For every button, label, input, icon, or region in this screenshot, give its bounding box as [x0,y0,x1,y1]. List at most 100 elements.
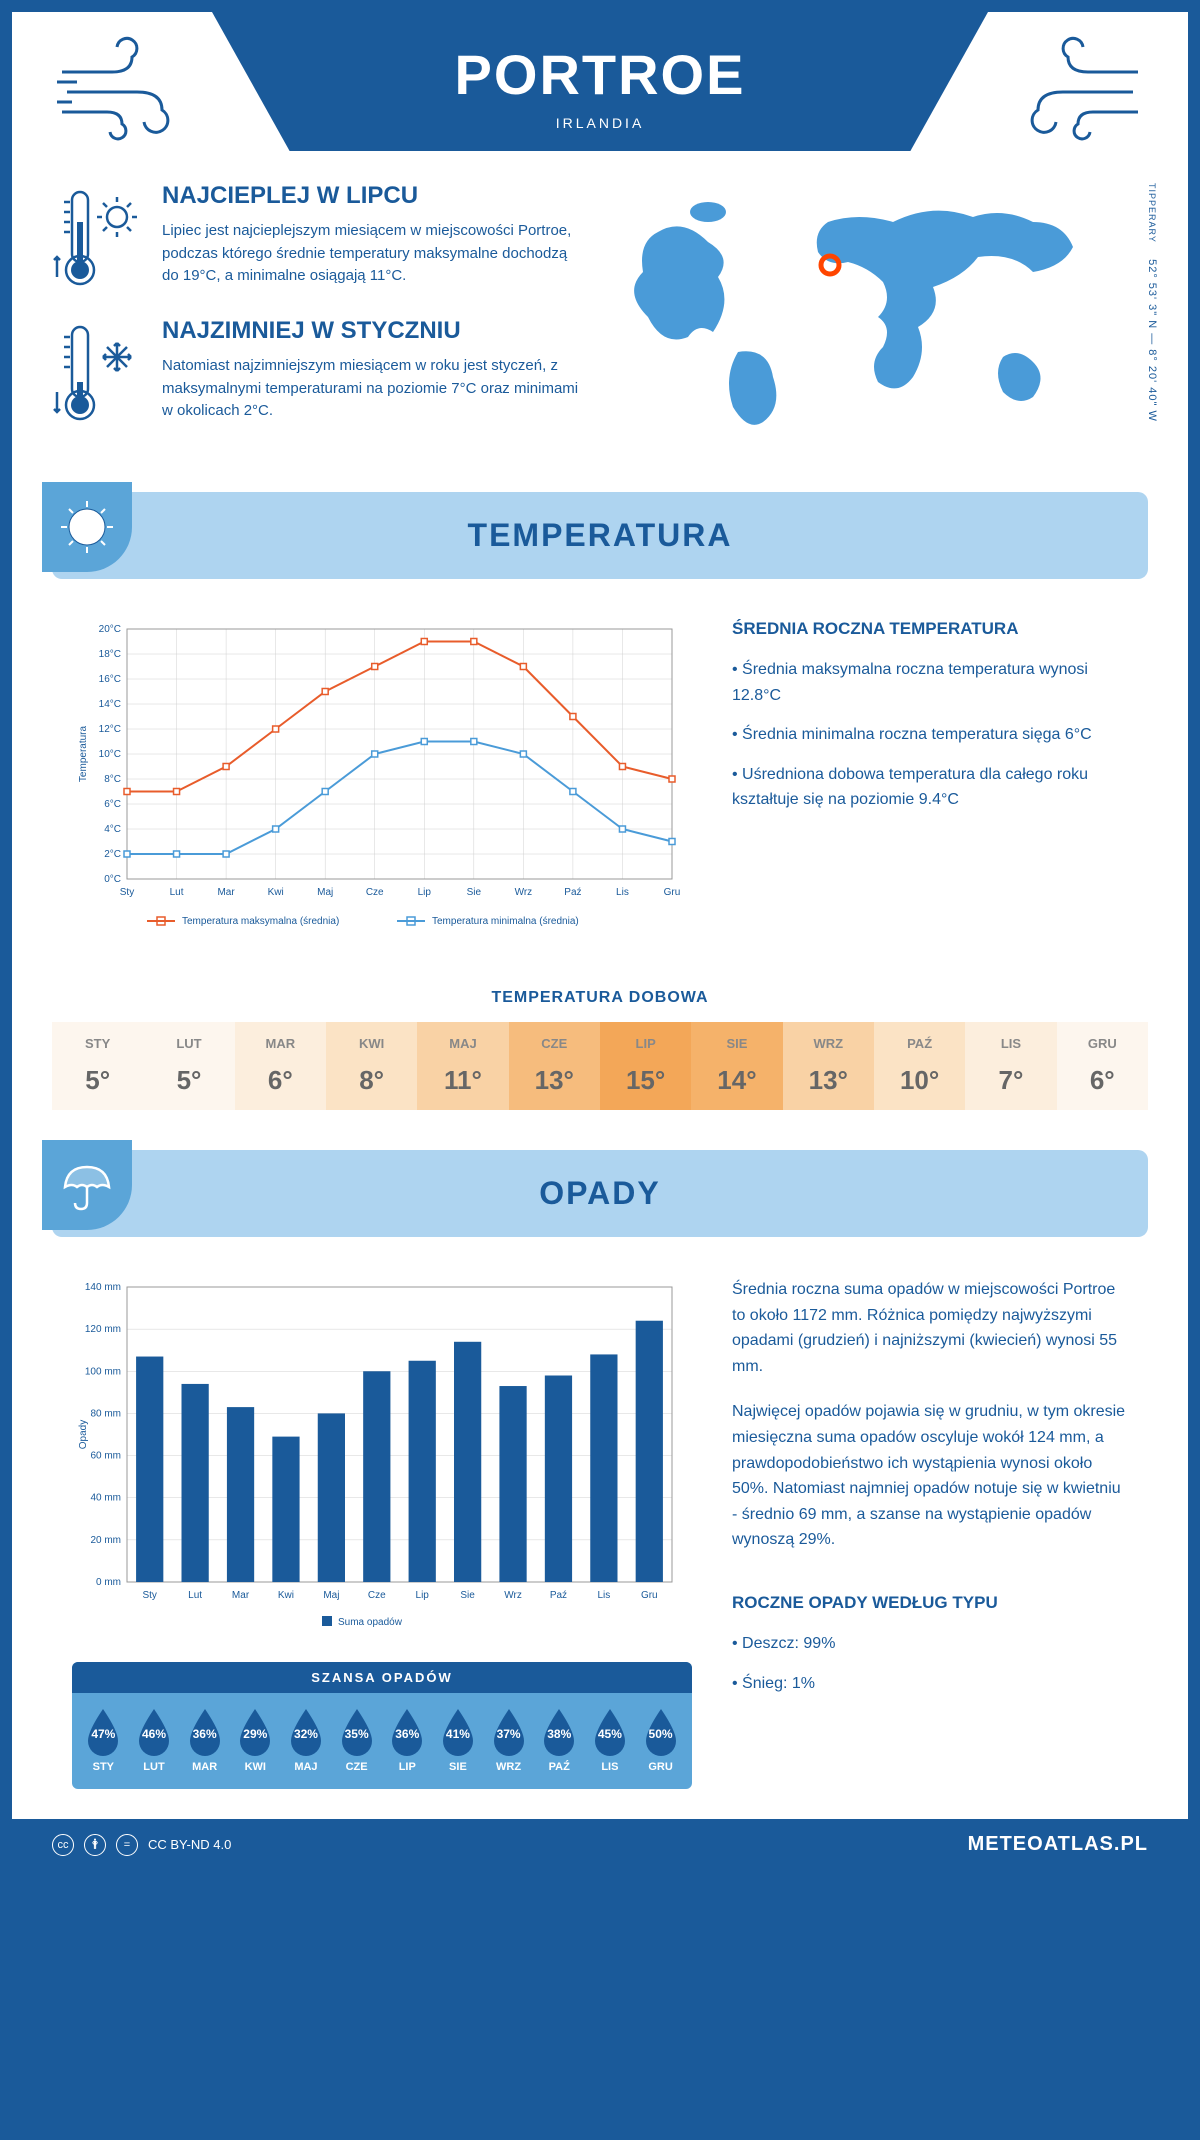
drop-item: 37%WRZ [488,1705,530,1773]
rain-type-title: ROCZNE OPADY WEDŁUG TYPU [732,1593,1128,1613]
svg-text:Lut: Lut [170,887,184,898]
rain-text-1: Średnia roczna suma opadów w miejscowośc… [732,1277,1128,1379]
rain-text-2: Najwięcej opadów pojawia się w grudniu, … [732,1399,1128,1553]
footer-site: METEOATLAS.PL [968,1833,1148,1856]
svg-text:8°C: 8°C [104,774,121,785]
hot-block: NAJCIEPLEJ W LIPCU Lipiec jest najcieple… [52,182,588,292]
rain-section-header: OPADY [52,1150,1148,1237]
svg-text:100 mm: 100 mm [85,1366,121,1377]
temp-cell: CZE13° [509,1022,600,1110]
hot-text: Lipiec jest najcieplejszym miesiącem w m… [162,220,588,288]
title-banner: PORTROE IRLANDIA [212,12,988,151]
rain-chance-panel: SZANSA OPADÓW 47%STY46%LUT36%MAR29%KWI32… [72,1662,692,1789]
info-row: NAJCIEPLEJ W LIPCU Lipiec jest najcieple… [12,152,1188,482]
footer-license: cc 🛉 = CC BY-ND 4.0 [52,1834,231,1856]
svg-text:Lut: Lut [188,1590,202,1601]
svg-text:20°C: 20°C [99,624,121,635]
drop-item: 35%CZE [336,1705,378,1773]
temp-cell: MAJ11° [417,1022,508,1110]
svg-text:Lis: Lis [597,1590,610,1601]
page: PORTROE IRLANDIA [0,0,1200,1882]
temp-chart-row: 0°C2°C4°C6°C8°C10°C12°C14°C16°C18°C20°CS… [12,589,1188,969]
svg-text:120 mm: 120 mm [85,1324,121,1335]
bar-chart: 0 mm20 mm40 mm60 mm80 mm100 mm120 mm140 … [72,1277,692,1637]
drop-item: 47%STY [82,1705,124,1773]
nd-icon: = [116,1834,138,1856]
svg-text:6°C: 6°C [104,799,121,810]
svg-text:Sie: Sie [467,887,482,898]
svg-text:Mar: Mar [217,887,235,898]
temp-cell: LIS7° [965,1022,1056,1110]
svg-text:10°C: 10°C [99,749,121,760]
drop-item: 38%PAŹ [538,1705,580,1773]
wind-icon-left [52,32,192,152]
drop-item: 32%MAJ [285,1705,327,1773]
coords-text: TIPPERARY 52° 53' 3" N — 8° 20' 40" W [1146,182,1158,422]
svg-text:Suma opadów: Suma opadów [338,1617,403,1628]
cc-icon: cc [52,1834,74,1856]
rain-chance-title: SZANSA OPADÓW [72,1662,692,1693]
svg-text:40 mm: 40 mm [90,1493,121,1504]
umbrella-icon [42,1140,132,1230]
svg-text:16°C: 16°C [99,674,121,685]
line-chart: 0°C2°C4°C6°C8°C10°C12°C14°C16°C18°C20°CS… [72,619,692,939]
rain-type: • Deszcz: 99% [732,1631,1128,1657]
temp-side-title: ŚREDNIA ROCZNA TEMPERATURA [732,619,1128,639]
by-icon: 🛉 [84,1834,106,1856]
drop-item: 50%GRU [640,1705,682,1773]
footer: cc 🛉 = CC BY-ND 4.0 METEOATLAS.PL [12,1819,1188,1870]
map-wrap: TIPPERARY 52° 53' 3" N — 8° 20' 40" W [608,182,1148,452]
drop-item: 36%MAR [184,1705,226,1773]
drop-item: 29%KWI [234,1705,276,1773]
svg-text:Opady: Opady [78,1420,89,1449]
temp-cell: STY5° [52,1022,143,1110]
cold-text: Natomiast najzimniejszym miesiącem w rok… [162,355,588,423]
svg-text:Paź: Paź [550,1590,567,1601]
temp-cell: PAŹ10° [874,1022,965,1110]
temp-cell: LUT5° [143,1022,234,1110]
temp-bullet: • Uśredniona dobowa temperatura dla całe… [732,762,1128,813]
world-map [608,182,1108,442]
svg-text:Wrz: Wrz [515,887,533,898]
rain-chart-row: 0 mm20 mm40 mm60 mm80 mm100 mm120 mm140 … [12,1247,1188,1819]
svg-text:Gru: Gru [641,1590,658,1601]
temp-bullet: • Średnia minimalna roczna temperatura s… [732,722,1128,748]
rain-type: • Śnieg: 1% [732,1671,1128,1697]
svg-text:Lis: Lis [616,887,629,898]
svg-text:Kwi: Kwi [278,1590,294,1601]
drop-item: 36%LIP [386,1705,428,1773]
temp-cell: WRZ13° [783,1022,874,1110]
cold-block: NAJZIMNIEJ W STYCZNIU Natomiast najzimni… [52,317,588,427]
rain-side: Średnia roczna suma opadów w miejscowośc… [732,1277,1128,1789]
svg-text:Temperatura maksymalna (średni: Temperatura maksymalna (średnia) [182,916,339,927]
daily-temp-table: STY5°LUT5°MAR6°KWI8°MAJ11°CZE13°LIP15°SI… [52,1022,1148,1110]
svg-text:60 mm: 60 mm [90,1451,121,1462]
city-title: PORTROE [312,42,888,107]
svg-text:18°C: 18°C [99,649,121,660]
svg-text:Sty: Sty [142,1590,156,1601]
svg-text:0 mm: 0 mm [96,1577,121,1588]
svg-text:12°C: 12°C [99,724,121,735]
svg-text:Maj: Maj [317,887,333,898]
drop-item: 41%SIE [437,1705,479,1773]
svg-text:Temperatura: Temperatura [78,725,89,782]
temp-cell: GRU6° [1057,1022,1148,1110]
svg-text:Cze: Cze [368,1590,386,1601]
svg-text:140 mm: 140 mm [85,1282,121,1293]
temp-cell: MAR6° [235,1022,326,1110]
drop-item: 45%LIS [589,1705,631,1773]
cold-title: NAJZIMNIEJ W STYCZNIU [162,317,588,345]
svg-text:Lip: Lip [418,887,432,898]
svg-text:14°C: 14°C [99,699,121,710]
svg-text:4°C: 4°C [104,824,121,835]
temp-section-header: TEMPERATURA [52,492,1148,579]
info-left: NAJCIEPLEJ W LIPCU Lipiec jest najcieple… [52,182,588,452]
country-subtitle: IRLANDIA [312,115,888,131]
temp-cell: KWI8° [326,1022,417,1110]
thermo-hot-icon [52,182,142,292]
svg-text:2°C: 2°C [104,849,121,860]
drop-item: 46%LUT [133,1705,175,1773]
svg-text:Sty: Sty [120,887,134,898]
header: PORTROE IRLANDIA [12,12,1188,152]
svg-text:Kwi: Kwi [268,887,284,898]
